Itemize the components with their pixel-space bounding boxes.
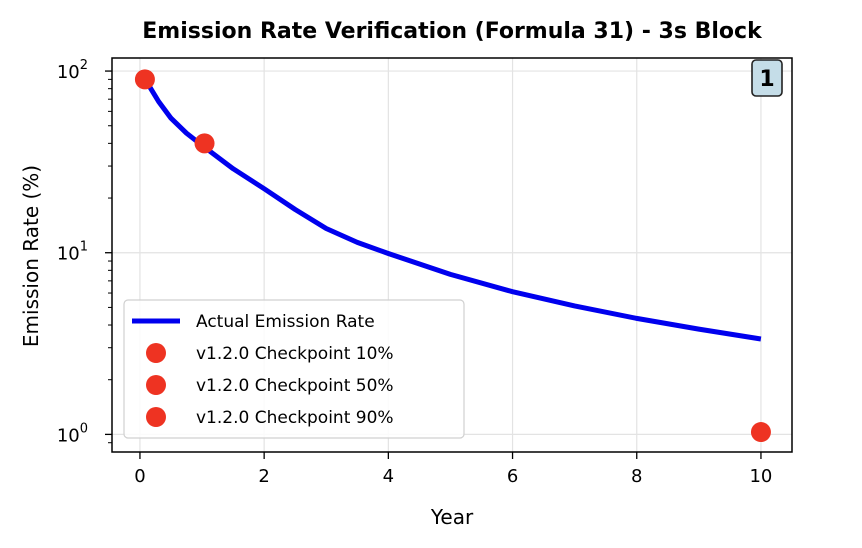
x-tick-label: 6	[507, 466, 518, 487]
y-tick-label: 102	[57, 58, 88, 83]
legend-entry-label: Actual Emission Rate	[196, 312, 375, 332]
legend-marker-swatch	[146, 375, 166, 395]
axes	[105, 57, 793, 459]
checkpoint-marker	[134, 69, 155, 90]
x-tick-label: 8	[631, 466, 642, 487]
x-tick-label: 4	[383, 466, 394, 487]
legend-marker-swatch	[146, 343, 166, 363]
annotation-badge-box	[751, 59, 783, 97]
checkpoint-marker	[194, 133, 215, 154]
tick-labels: 0 2 4 6 8 10 100 101 102	[57, 58, 773, 487]
x-tick-label: 2	[258, 466, 269, 487]
legend-entry-label: v1.2.0 Checkpoint 90%	[196, 408, 394, 428]
annotation-badge-label: 1	[759, 67, 774, 92]
x-tick-label: 10	[749, 466, 772, 487]
actual-emission-rate-line	[144, 79, 762, 342]
x-axis-label: Year	[430, 505, 474, 529]
checkpoint-marker	[750, 422, 771, 443]
plot-frame	[111, 57, 793, 453]
chart-title: Emission Rate Verification (Formula 31) …	[142, 19, 763, 44]
legend: Actual Emission Rate v1.2.0 Checkpoint 10…	[123, 299, 465, 439]
y-tick-label: 100	[57, 421, 88, 446]
y-tick-label: 101	[57, 240, 88, 265]
y-axis-label: Emission Rate (%)	[19, 165, 43, 347]
series-layer	[134, 69, 771, 443]
legend-box	[123, 299, 465, 439]
legend-entry-label: v1.2.0 Checkpoint 50%	[196, 376, 394, 396]
annotation-badge: 1	[751, 59, 783, 97]
x-tick-label: 0	[134, 466, 145, 487]
legend-entry-label: v1.2.0 Checkpoint 10%	[196, 344, 394, 364]
legend-marker-swatch	[146, 407, 166, 427]
